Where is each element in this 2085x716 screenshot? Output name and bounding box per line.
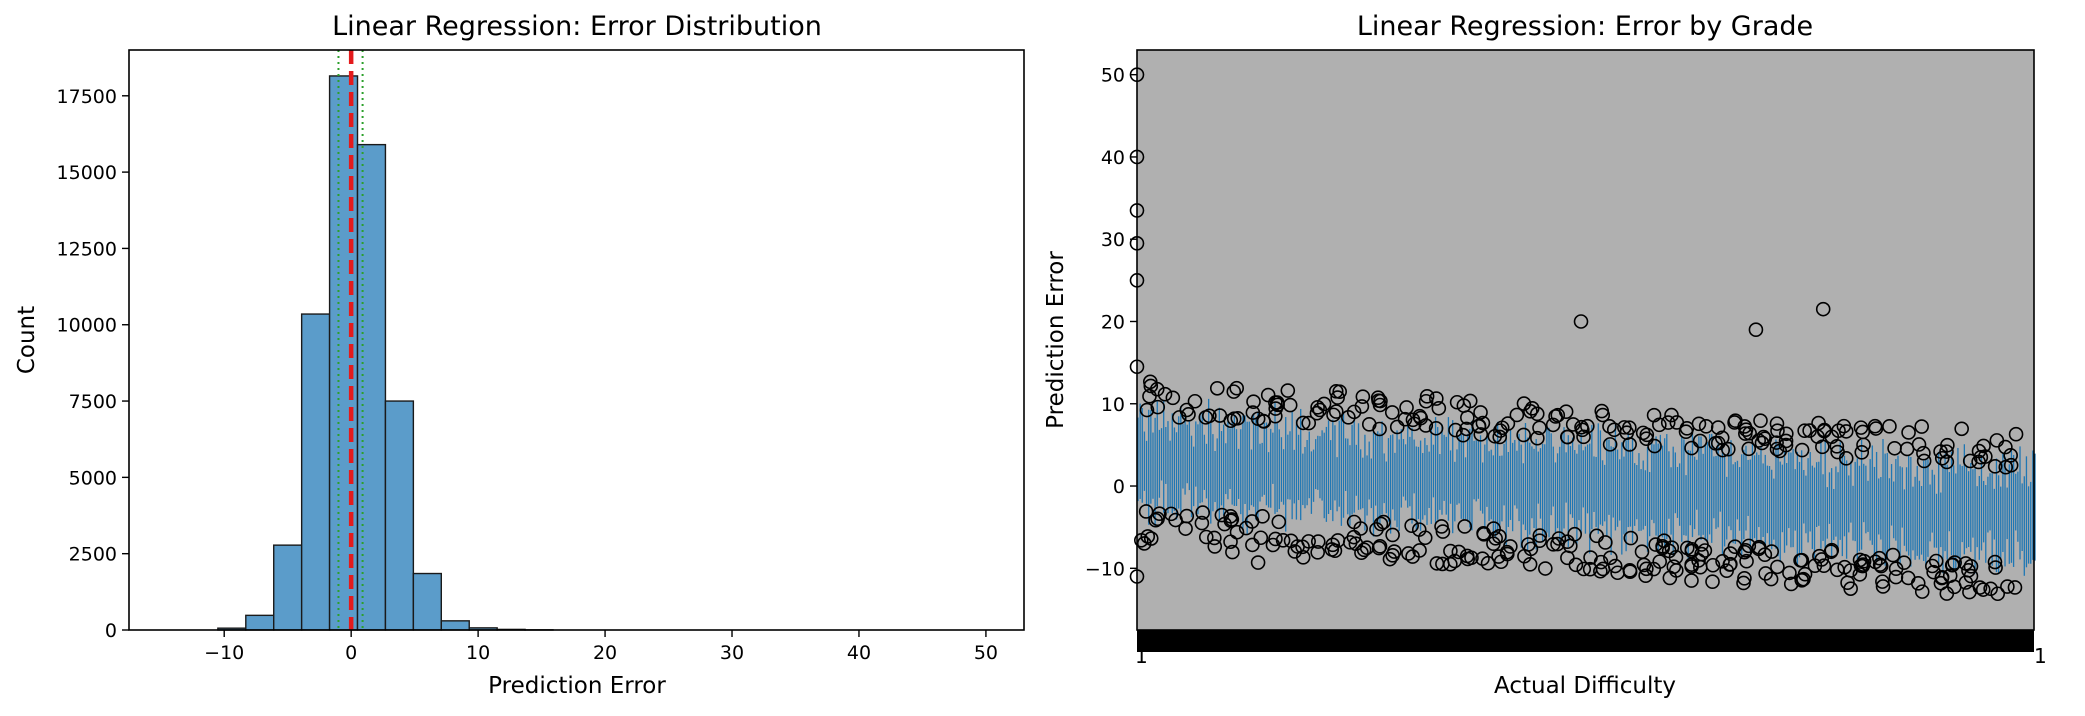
histogram-y-tick-label: 17500 (57, 86, 117, 108)
histogram-y-axis-label: Count (14, 306, 40, 374)
histogram-chart: Linear Regression: Error Distribution −1… (14, 11, 1024, 699)
boxplot-title: Linear Regression: Error by Grade (1357, 11, 1813, 42)
histogram-y-tick-label: 15000 (57, 162, 117, 184)
boxplot-y-axis-label: Prediction Error (1043, 251, 1069, 429)
boxplot-chart: Linear Regression: Error by Grade 1 1 −1… (1043, 11, 2047, 699)
histogram-x-axis-label: Prediction Error (488, 673, 666, 699)
histogram-bar (413, 574, 441, 630)
histogram-x-tick-label: 10 (466, 642, 490, 664)
boxplot-xaxis-tick-band (1137, 630, 2034, 652)
histogram-x-tick-label: 30 (720, 642, 744, 664)
boxplot-y-tick-label: −10 (1085, 558, 1125, 580)
boxplot-xaxis-tick-label-start: 1 (1135, 644, 1148, 668)
histogram-bar (274, 545, 302, 630)
histogram-title: Linear Regression: Error Distribution (332, 11, 822, 42)
histogram-x-tick-label: 50 (974, 642, 998, 664)
histogram-y-tick-label: 12500 (57, 238, 117, 260)
histogram-y-tick-label: 10000 (57, 315, 117, 337)
histogram-x-tick-label: 20 (593, 642, 617, 664)
boxplot-xaxis-tick-label-end: 1 (2034, 644, 2047, 668)
histogram-bar (246, 615, 274, 630)
boxplot-y-tick-label: 10 (1101, 394, 1125, 416)
histogram-x-tick-label: 40 (847, 642, 871, 664)
histogram-y-tick-label: 5000 (69, 467, 117, 489)
histogram-bar (385, 401, 413, 630)
histogram-plot-area (129, 50, 1024, 630)
boxplot-plot-area (1137, 50, 2034, 630)
boxplot-y-tick-label: 20 (1101, 311, 1125, 333)
boxplot-y-tick-label: 0 (1113, 476, 1125, 498)
histogram-bar (441, 621, 469, 630)
histogram-bar (302, 314, 330, 630)
histogram-y-tick-label: 0 (105, 620, 117, 642)
histogram-x-tick-label: 0 (345, 642, 357, 664)
boxplot-x-axis-label: Actual Difficulty (1494, 673, 1676, 699)
boxplot-y-tick-label: 30 (1101, 229, 1125, 251)
boxplot-y-tick-label: 40 (1101, 147, 1125, 169)
histogram-x-tick-label: −10 (204, 642, 244, 664)
histogram-y-tick-label: 2500 (69, 544, 117, 566)
histogram-y-tick-label: 7500 (69, 391, 117, 413)
boxplot-y-tick-label: 50 (1101, 65, 1125, 87)
